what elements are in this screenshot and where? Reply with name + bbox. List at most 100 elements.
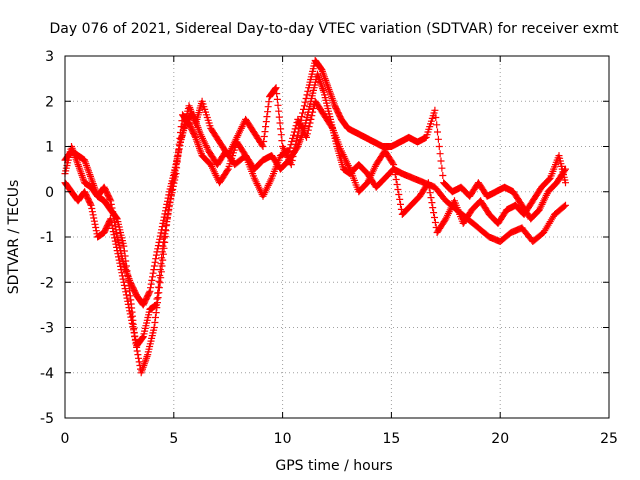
data-point xyxy=(435,143,443,150)
y-tick-label: 2 xyxy=(45,94,54,110)
data-point xyxy=(147,284,154,292)
data-point xyxy=(272,84,280,92)
data-point xyxy=(155,277,163,285)
data-point xyxy=(288,138,296,145)
data-point xyxy=(148,276,156,284)
y-tick-labels: -5 -4 -3 -2 -1 0 1 2 3 xyxy=(40,49,54,427)
data-point xyxy=(91,220,99,228)
data-point xyxy=(108,204,116,212)
data-point xyxy=(156,232,164,240)
data-point xyxy=(108,221,116,229)
data-point xyxy=(117,266,125,274)
data-point xyxy=(396,195,404,203)
data-point xyxy=(290,131,297,139)
data-point xyxy=(290,148,298,156)
data-point xyxy=(169,186,177,193)
data-point xyxy=(438,164,446,172)
data-point xyxy=(106,195,114,203)
data-point xyxy=(428,199,436,207)
data-point xyxy=(160,234,168,242)
data-point xyxy=(135,358,143,366)
data-point xyxy=(150,262,158,270)
data-point xyxy=(395,191,403,198)
data-point xyxy=(109,208,117,216)
data-point xyxy=(109,228,117,236)
data-point xyxy=(276,119,284,127)
x-tick-label: 10 xyxy=(274,431,292,447)
data-point xyxy=(290,128,298,136)
data-point xyxy=(130,326,137,334)
y-tick-label: -1 xyxy=(40,230,54,246)
data-point xyxy=(286,144,294,152)
data-point xyxy=(287,141,295,149)
data-point xyxy=(424,180,431,188)
y-axis-label: SDTVAR / TECUs xyxy=(6,180,22,295)
data-point xyxy=(300,102,308,110)
x-tick-label: 20 xyxy=(491,431,509,447)
data-point xyxy=(191,132,199,140)
data-point xyxy=(241,150,249,158)
data-point xyxy=(170,179,178,187)
data-point xyxy=(432,114,440,121)
y-tick-label: 0 xyxy=(45,185,54,201)
data-point xyxy=(291,125,299,133)
data-point xyxy=(165,201,173,209)
data-point xyxy=(111,234,119,242)
data-point xyxy=(150,324,158,331)
data-point xyxy=(158,254,166,262)
data-point xyxy=(310,105,317,112)
data-point xyxy=(177,135,185,143)
data-point xyxy=(154,289,162,297)
x-tick-label: 15 xyxy=(382,431,400,447)
data-point xyxy=(429,204,437,212)
x-tick-label: 5 xyxy=(169,431,178,447)
data-point xyxy=(149,269,157,277)
data-point xyxy=(223,167,231,174)
data-point xyxy=(434,135,442,143)
x-tick-labels: 0 5 10 15 20 25 xyxy=(61,431,618,447)
x-axis-label: GPS time / hours xyxy=(275,458,392,474)
data-point xyxy=(303,91,311,99)
data-point xyxy=(273,95,281,103)
data-point xyxy=(122,291,130,299)
series-track-c xyxy=(61,97,569,350)
data-point xyxy=(107,218,115,226)
data-points xyxy=(61,57,569,377)
data-point xyxy=(277,131,285,139)
data-point xyxy=(171,173,179,181)
y-tick-label: 3 xyxy=(45,49,54,65)
data-point xyxy=(305,123,313,131)
data-point xyxy=(302,95,310,102)
data-point xyxy=(92,224,100,231)
data-point xyxy=(122,288,130,296)
data-point xyxy=(560,202,568,210)
data-point xyxy=(289,153,297,160)
data-point xyxy=(175,146,183,154)
data-point xyxy=(303,133,310,141)
data-point xyxy=(175,140,183,148)
y-tick-label: -5 xyxy=(40,411,54,427)
data-point xyxy=(174,152,182,160)
data-point xyxy=(260,133,268,140)
data-point xyxy=(300,105,307,113)
data-point xyxy=(436,150,444,158)
y-tick-label: -3 xyxy=(40,321,54,337)
data-point xyxy=(258,141,266,149)
data-point xyxy=(437,157,445,165)
data-point xyxy=(131,332,139,340)
x-tick-label: 25 xyxy=(600,431,618,447)
data-point xyxy=(163,218,171,226)
data-point xyxy=(113,247,121,255)
data-point xyxy=(390,166,398,174)
data-point xyxy=(124,300,132,308)
data-point xyxy=(273,90,281,98)
data-point xyxy=(287,161,295,169)
data-point xyxy=(88,208,96,216)
data-point xyxy=(392,176,400,183)
data-point xyxy=(153,295,161,303)
data-point xyxy=(115,256,123,264)
data-point xyxy=(426,189,434,197)
y-tick-label: -4 xyxy=(40,366,54,382)
data-point xyxy=(124,297,132,305)
